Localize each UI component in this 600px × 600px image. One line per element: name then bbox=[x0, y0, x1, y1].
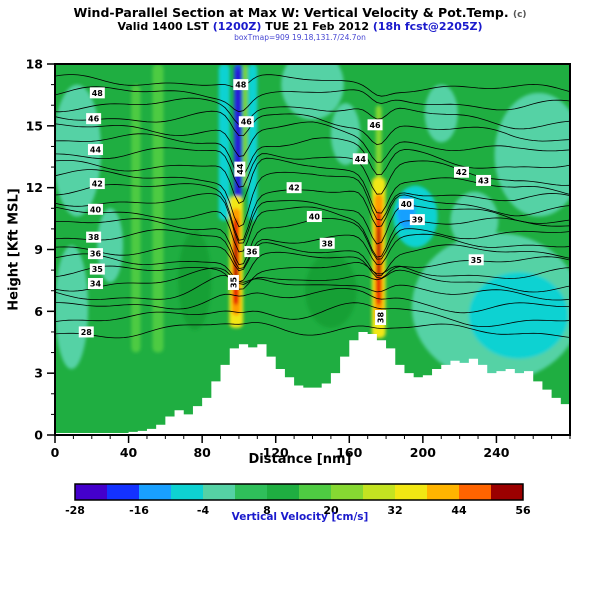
meta-info: boxTmap=909 19.18,131.7/24.7on bbox=[234, 33, 366, 42]
svg-text:240: 240 bbox=[483, 445, 509, 460]
svg-text:35: 35 bbox=[92, 265, 104, 274]
svg-text:200: 200 bbox=[410, 445, 436, 460]
svg-text:15: 15 bbox=[26, 118, 43, 133]
svg-text:-16: -16 bbox=[129, 504, 149, 517]
svg-text:0: 0 bbox=[51, 445, 60, 460]
svg-text:40: 40 bbox=[90, 205, 102, 214]
svg-text:43: 43 bbox=[478, 176, 489, 185]
svg-text:120: 120 bbox=[263, 445, 289, 460]
svg-text:35: 35 bbox=[229, 276, 238, 288]
svg-text:40: 40 bbox=[120, 445, 138, 460]
svg-text:18: 18 bbox=[26, 57, 43, 72]
svg-text:38: 38 bbox=[377, 312, 386, 324]
svg-text:44: 44 bbox=[355, 155, 367, 164]
svg-text:44: 44 bbox=[90, 146, 102, 155]
colorbar-label: Vertical Velocity [cm/s] bbox=[231, 511, 369, 523]
valid-fcst: (18h fcst@2205Z) bbox=[372, 20, 483, 33]
page-title: Wind-Parallel Section at Max W: Vertical… bbox=[0, 5, 600, 20]
svg-text:32: 32 bbox=[387, 504, 402, 517]
svg-text:35: 35 bbox=[471, 256, 483, 265]
svg-text:9: 9 bbox=[34, 242, 43, 257]
svg-text:-28: -28 bbox=[65, 504, 85, 517]
svg-text:42: 42 bbox=[289, 184, 300, 193]
svg-text:56: 56 bbox=[515, 504, 531, 517]
svg-text:42: 42 bbox=[456, 168, 467, 177]
svg-text:6: 6 bbox=[34, 304, 43, 319]
svg-text:80: 80 bbox=[193, 445, 211, 460]
svg-text:42: 42 bbox=[92, 180, 103, 189]
valid-prefix: Valid 1400 LST bbox=[117, 20, 213, 33]
valid-zulu: (1200Z) bbox=[212, 20, 262, 33]
svg-text:28: 28 bbox=[81, 328, 93, 337]
svg-text:160: 160 bbox=[336, 445, 362, 460]
svg-text:38: 38 bbox=[322, 239, 334, 248]
subtitle-valid-time: Valid 1400 LST (1200Z) TUE 21 Feb 2012 (… bbox=[0, 20, 600, 33]
svg-text:46: 46 bbox=[369, 121, 381, 130]
page-title-unit: (c) bbox=[512, 10, 527, 20]
svg-text:38: 38 bbox=[88, 233, 100, 242]
svg-text:39: 39 bbox=[412, 216, 424, 225]
svg-text:20: 20 bbox=[323, 504, 339, 517]
svg-text:3: 3 bbox=[34, 366, 43, 381]
svg-text:40: 40 bbox=[309, 213, 321, 222]
svg-text:36: 36 bbox=[246, 248, 258, 257]
svg-text:46: 46 bbox=[241, 118, 253, 127]
svg-text:36: 36 bbox=[90, 250, 102, 259]
x-axis-label: Distance [nm] bbox=[248, 452, 352, 467]
svg-text:46: 46 bbox=[88, 115, 100, 124]
svg-text:44: 44 bbox=[236, 163, 245, 175]
svg-text:-4: -4 bbox=[197, 504, 210, 517]
svg-text:34: 34 bbox=[90, 280, 102, 289]
svg-text:12: 12 bbox=[26, 180, 43, 195]
y-axis-label: Height [Kft MSL] bbox=[6, 188, 22, 311]
svg-text:40: 40 bbox=[401, 200, 413, 209]
svg-text:48: 48 bbox=[92, 89, 104, 98]
svg-text:8: 8 bbox=[263, 504, 271, 517]
svg-text:0: 0 bbox=[34, 428, 43, 443]
valid-date: TUE 21 Feb 2012 bbox=[261, 20, 373, 33]
svg-text:48: 48 bbox=[235, 81, 247, 90]
svg-text:44: 44 bbox=[451, 504, 467, 517]
page-title-text: Wind-Parallel Section at Max W: Vertical… bbox=[73, 5, 509, 20]
